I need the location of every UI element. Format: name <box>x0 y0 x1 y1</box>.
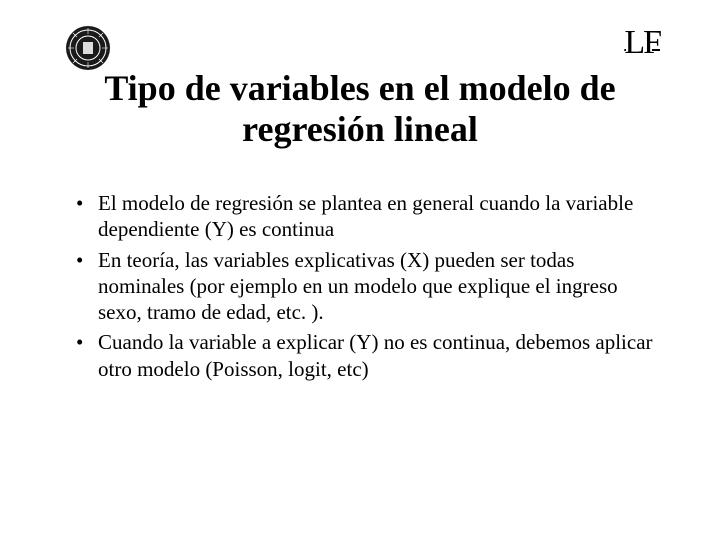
list-item: Cuando la variable a explicar (Y) no es … <box>72 329 662 382</box>
slide-body: El modelo de regresión se plantea en gen… <box>72 190 662 386</box>
lf-logo-icon: LF <box>624 24 660 62</box>
university-seal-icon <box>64 24 112 72</box>
bullet-text: El modelo de regresión se plantea en gen… <box>98 191 633 241</box>
title-line-1: Tipo de variables en el modelo de <box>104 68 615 108</box>
bullet-list: El modelo de regresión se plantea en gen… <box>72 190 662 382</box>
slide-title: Tipo de variables en el modelo de regres… <box>0 68 720 151</box>
list-item: El modelo de regresión se plantea en gen… <box>72 190 662 243</box>
bullet-text: En teoría, las variables explicativas (X… <box>98 248 618 325</box>
slide: LF Tipo de variables en el modelo de reg… <box>0 0 720 540</box>
bullet-text: Cuando la variable a explicar (Y) no es … <box>98 330 653 380</box>
lf-logo-text: LF <box>624 24 660 61</box>
title-line-2: regresión lineal <box>242 109 478 149</box>
list-item: En teoría, las variables explicativas (X… <box>72 247 662 326</box>
